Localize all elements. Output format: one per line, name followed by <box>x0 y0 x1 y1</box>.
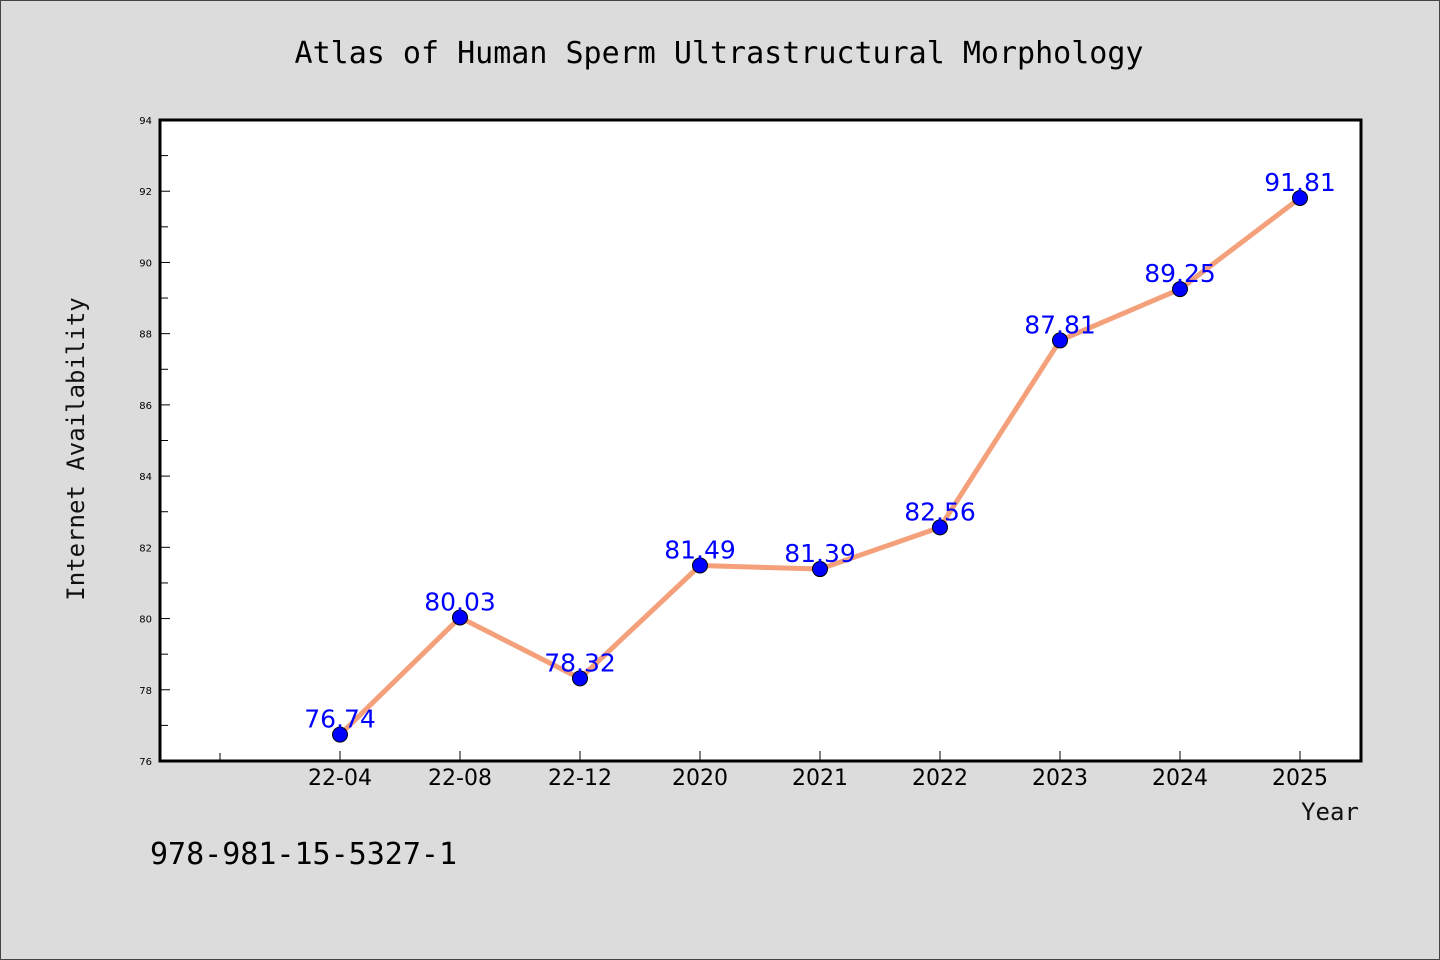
y-tick-label: 80 <box>139 615 152 626</box>
data-label: 89.25 <box>1144 259 1216 288</box>
x-tick-label: 22-12 <box>548 766 612 791</box>
y-tick-label: 84 <box>139 472 152 483</box>
y-tick-label: 88 <box>139 330 152 341</box>
y-tick-label: 82 <box>139 543 152 554</box>
x-tick-label: 22-08 <box>428 766 492 791</box>
data-label: 87.81 <box>1024 310 1096 339</box>
data-label: 91.81 <box>1264 168 1336 197</box>
y-tick-label: 94 <box>139 116 152 127</box>
x-tick-label: 2022 <box>912 766 968 791</box>
y-tick-label: 92 <box>139 187 152 198</box>
data-point <box>1052 332 1068 349</box>
footnote: 978-981-15-5327-1 <box>150 837 457 872</box>
y-tick-label: 78 <box>139 686 152 697</box>
chart-title: Atlas of Human Sperm Ultrastructural Mor… <box>295 36 1144 71</box>
x-tick-label: 2023 <box>1032 766 1088 791</box>
y-tick-label: 86 <box>139 401 152 412</box>
data-point <box>812 561 828 578</box>
x-tick-label: 2020 <box>672 766 728 791</box>
y-axis: 76 78 80 82 84 86 88 90 92 94 <box>139 116 170 768</box>
data-point <box>1172 281 1188 298</box>
x-tick-label: 2024 <box>1152 766 1208 791</box>
x-tick-label: 2025 <box>1272 766 1328 791</box>
data-label: 81.49 <box>664 535 736 564</box>
data-point <box>692 557 708 574</box>
y-tick-label: 76 <box>139 757 152 768</box>
data-point <box>332 726 348 743</box>
data-label: 76.74 <box>304 705 376 734</box>
plot-area <box>158 118 1363 763</box>
data-label: 81.39 <box>784 539 856 568</box>
y-tick-label: 90 <box>139 258 152 269</box>
series-group: 76.74 80.03 78.32 81.49 81.39 82.56 87.81 89.25… <box>304 168 1336 743</box>
data-point <box>1292 189 1308 206</box>
data-label: 80.03 <box>424 587 496 616</box>
data-point <box>452 609 468 626</box>
data-label: 78.32 <box>544 648 616 677</box>
data-label: 82.56 <box>904 497 976 526</box>
data-point <box>572 670 588 687</box>
x-axis: 22-04 22-08 22-12 2020 2021 2022 2023 2024 2025 <box>219 751 1328 791</box>
x-tick-label: 22-04 <box>308 766 372 791</box>
data-point <box>932 519 948 536</box>
y-axis-label: Internet Availability <box>62 297 90 600</box>
x-tick-label: 2021 <box>792 766 848 791</box>
x-axis-label: Year <box>1301 798 1359 826</box>
